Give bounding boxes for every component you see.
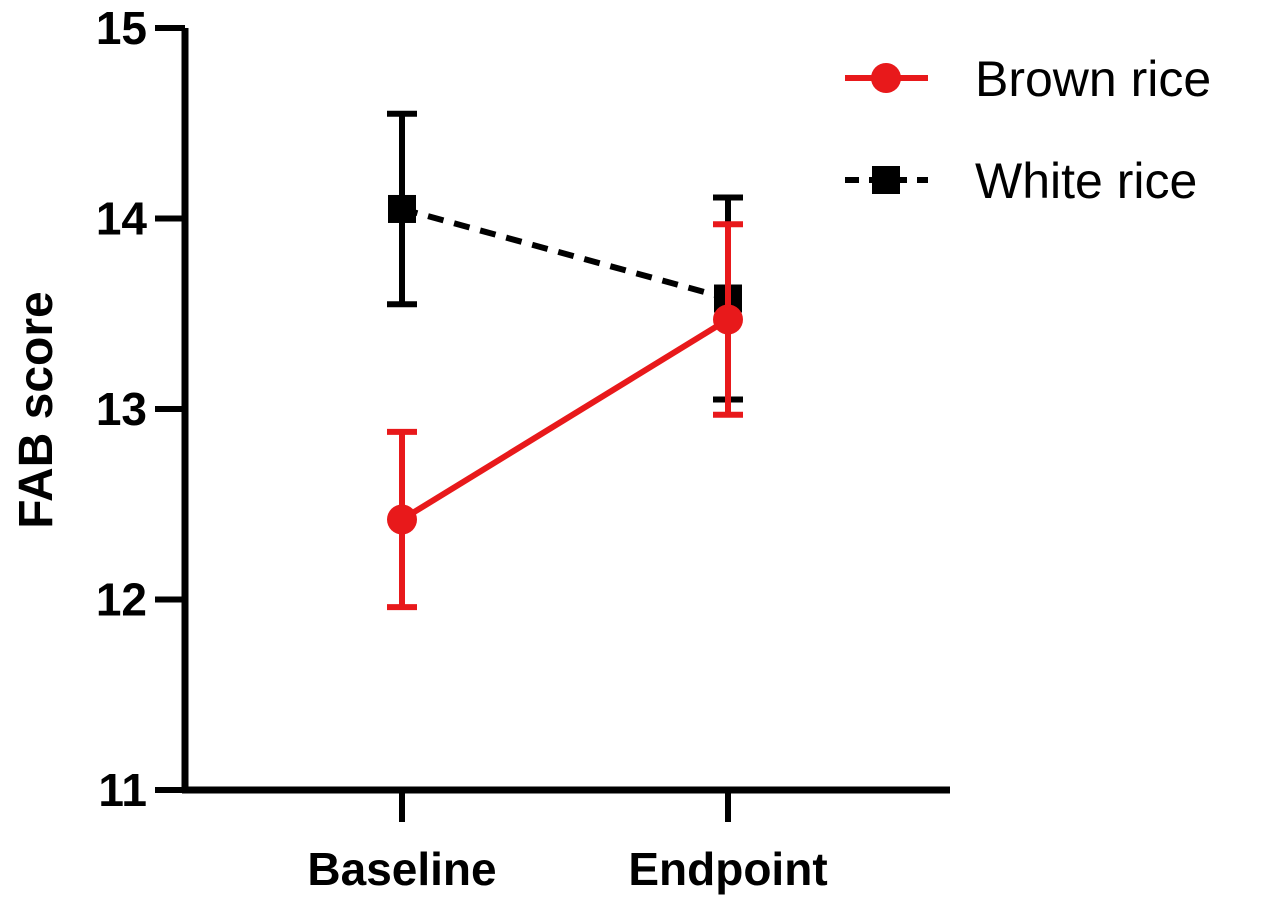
x-tick-label: Endpoint bbox=[628, 843, 827, 895]
series-line bbox=[401, 206, 729, 302]
data-point bbox=[713, 304, 743, 335]
y-tick-label: 11 bbox=[98, 764, 147, 816]
legend-label: White rice bbox=[975, 153, 1197, 209]
axes: 11 12 13 14 15 Baseline Endpoint bbox=[96, 2, 950, 895]
series-layer bbox=[387, 110, 743, 611]
y-tick-label: 12 bbox=[96, 574, 147, 626]
series-white-rice bbox=[387, 110, 743, 403]
legend-marker bbox=[872, 166, 900, 194]
data-point bbox=[388, 194, 416, 223]
legend-item: White rice bbox=[845, 153, 1197, 209]
series-brown-rice bbox=[387, 221, 743, 611]
y-tick-label: 14 bbox=[96, 193, 148, 245]
data-point bbox=[387, 504, 417, 535]
legend-marker bbox=[871, 63, 901, 93]
y-tick-label: 13 bbox=[96, 383, 147, 435]
y-axis-title: FAB score bbox=[10, 291, 63, 528]
legend-item: Brown rice bbox=[845, 51, 1211, 107]
series-line bbox=[400, 316, 730, 523]
legend-label: Brown rice bbox=[975, 51, 1211, 107]
legend: Brown rice White rice bbox=[845, 51, 1211, 209]
y-tick-label: 15 bbox=[96, 2, 147, 54]
x-tick-label: Baseline bbox=[307, 843, 496, 895]
